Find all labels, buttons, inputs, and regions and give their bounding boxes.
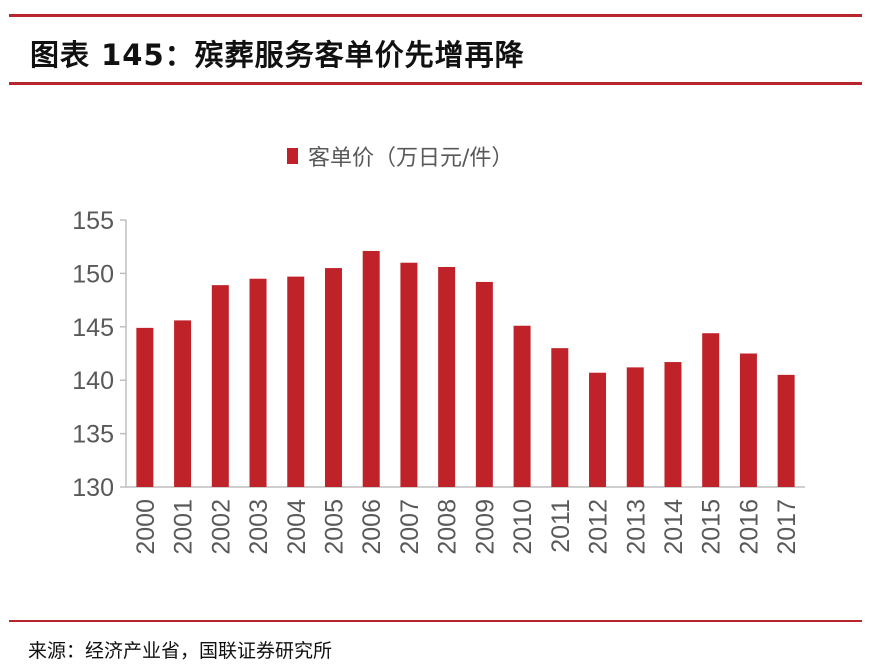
y-tick-label: 135: [72, 421, 114, 449]
y-tick-label: 130: [72, 474, 114, 502]
x-tick-label: 2002: [207, 499, 235, 555]
bar-2007: [400, 262, 418, 487]
bar-2013: [626, 367, 644, 487]
bar-2017: [777, 374, 795, 487]
x-tick-label: 2000: [132, 499, 160, 555]
y-tick-label: 145: [72, 314, 114, 342]
x-tick-label: 2012: [585, 499, 613, 555]
bar-2016: [739, 353, 757, 487]
figure-title: 图表 145：殡葬服务客单价先增再降: [30, 38, 525, 72]
x-tick-label: 2010: [509, 499, 537, 555]
legend-swatch: [287, 148, 298, 164]
y-tick-label: 155: [72, 207, 114, 235]
x-tick-label: 2004: [283, 499, 311, 555]
x-tick-label: 2006: [358, 499, 386, 555]
bar-2006: [362, 250, 380, 487]
bar-chart: 客单价（万日元/件） 130 135 140 145 150 155 2000 2001 2002…: [72, 146, 805, 555]
x-tick-label: 2008: [434, 499, 462, 555]
x-tick-label: 2005: [320, 499, 348, 555]
x-tick-label: 2016: [735, 499, 763, 555]
bar-2000: [136, 327, 154, 487]
bar-2014: [664, 362, 682, 487]
bottom-rule: [9, 620, 862, 622]
bar-2009: [475, 281, 493, 487]
legend-label: 客单价（万日元/件）: [308, 146, 513, 171]
x-tick-label: 2003: [245, 499, 273, 555]
bar-2010: [513, 325, 531, 487]
x-tick-label: 2009: [471, 499, 499, 555]
x-tick-label: 2011: [547, 499, 575, 553]
bar-2005: [324, 268, 342, 487]
x-tick-label: 2007: [396, 499, 424, 555]
bar-2011: [551, 348, 569, 487]
x-tick-label: 2013: [622, 499, 650, 555]
bar-2012: [589, 372, 607, 487]
x-tick-label: 2015: [698, 499, 726, 555]
bar-2001: [174, 320, 192, 487]
y-tick-label: 150: [72, 260, 114, 288]
bar-2002: [211, 285, 229, 487]
bar-2004: [287, 276, 305, 487]
x-tick-label: 2001: [170, 499, 198, 555]
bar-2008: [438, 266, 456, 487]
source-note: 来源：经济产业省，国联证券研究所: [28, 640, 333, 662]
y-tick-label: 140: [72, 367, 114, 395]
bar-2015: [702, 333, 720, 487]
x-tick-label: 2014: [660, 499, 688, 555]
top-rule: [9, 14, 862, 17]
x-tick-label: 2017: [773, 499, 801, 555]
title-rule: [9, 82, 862, 85]
bar-2003: [249, 278, 267, 487]
